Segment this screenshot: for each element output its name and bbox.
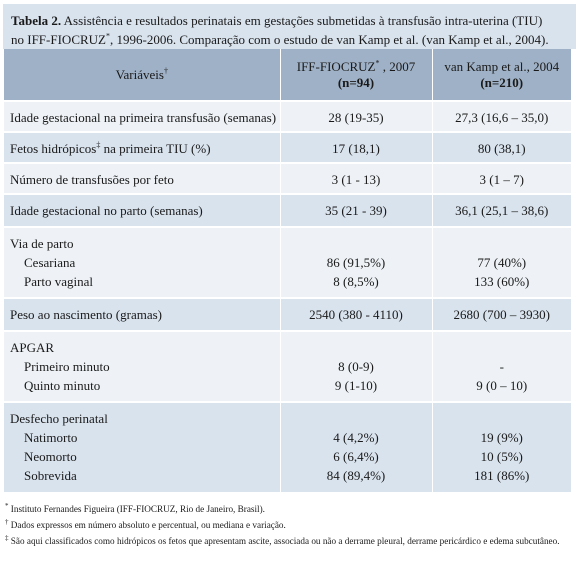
iff-value-cell: 86 (91,5%) 8 (8,5%): [280, 226, 433, 298]
sub-variable-label: Parto vaginal: [24, 274, 93, 289]
header-van-kamp-n: (n=210): [480, 74, 524, 90]
footnote-mark: ‡: [96, 140, 101, 150]
iff-value: 8 (8,5%): [333, 274, 379, 289]
van-kamp-value: 2680 (700 – 3930): [453, 307, 550, 322]
van-kamp-value-cell: 36,1 (25,1 – 38,6): [432, 193, 571, 227]
van-kamp-value-cell: - 9 (0 – 10): [432, 330, 571, 402]
sub-variable-label: Natimorto: [24, 430, 78, 445]
footnote-text: Instituto Fernandes Figueira (IFF-FIOCRU…: [8, 504, 265, 514]
variable-label: Idade gestacional na primeira transfusão…: [10, 110, 277, 125]
caption-footnote-mark: *: [106, 31, 110, 41]
iff-value: 6 (6,4%): [333, 449, 379, 464]
iff-value: 8 (0-9): [338, 359, 374, 374]
iff-value-cell: 3 (1 - 13): [280, 162, 433, 194]
iff-value: 4 (4,2%): [333, 430, 379, 445]
iff-value-cell: 2540 (380 - 4110): [280, 297, 433, 331]
iff-value-cell: 4 (4,2%) 6 (6,4%) 84 (89,4%): [280, 401, 433, 492]
van-kamp-value: 77 (40%): [477, 255, 527, 270]
iff-value: 17 (18,1): [332, 141, 380, 156]
van-kamp-value-cell: 27,3 (16,6 – 35,0): [432, 100, 571, 132]
sub-variable-label: Quinto minuto: [24, 378, 101, 393]
van-kamp-value: 19 (9%): [480, 430, 523, 445]
sub-variable-label: Sobrevida: [24, 468, 77, 483]
footnote-text: Dados expressos em número absoluto e per…: [8, 520, 286, 530]
table-row: Desfecho perinatal Natimorto Neomorto Sobre…: [4, 401, 571, 492]
iff-value: 3 (1 - 13): [331, 172, 381, 187]
caption-label: Tabela 2.: [11, 13, 62, 28]
variable-label: Fetos hidrópicos‡ na primeira TIU (%): [10, 140, 211, 156]
sub-variable-label: Primeiro minuto: [24, 359, 110, 374]
van-kamp-value-cell: 77 (40%) 133 (60%): [432, 226, 571, 298]
caption-text-2a: no IFF-FIOCRUZ: [11, 32, 106, 47]
table-row: Número de transfusões por feto 3 (1 - 13)…: [4, 162, 571, 194]
footnote-mark: *: [5, 501, 9, 510]
footnotes: * Instituto Fernandes Figueira (IFF-FIOC…: [3, 501, 576, 549]
row-label-cell: Desfecho perinatal Natimorto Neomorto Sobre…: [4, 401, 281, 492]
table-body: Idade gestacional na primeira transfusão…: [4, 100, 571, 492]
caption-text-2b: , 1996-2006. Comparação com o estudo de …: [110, 32, 549, 47]
iff-value: 84 (89,4%): [326, 468, 386, 483]
footnote-mark: †: [5, 517, 9, 526]
iff-value-cell: 8 (0-9) 9 (1-10): [280, 330, 433, 402]
van-kamp-value: 27,3 (16,6 – 35,0): [455, 110, 549, 125]
footnote-mark: ‡: [5, 533, 9, 542]
row-label-cell: APGAR Primeiro minuto Quinto minuto: [4, 330, 281, 402]
table-row: Idade gestacional na primeira transfusão…: [4, 100, 571, 132]
header-variables: Variáveis†: [4, 49, 281, 101]
van-kamp-value-cell: 3 (1 – 7): [432, 162, 571, 194]
van-kamp-value-cell: 80 (38,1): [432, 131, 571, 163]
van-kamp-value: -: [499, 359, 504, 374]
table-row: APGAR Primeiro minuto Quinto minuto 8 (0-9…: [4, 330, 571, 402]
footnote: * Instituto Fernandes Figueira (IFF-FIOC…: [5, 501, 576, 517]
row-label-cell: Fetos hidrópicos‡ na primeira TIU (%): [4, 131, 281, 163]
van-kamp-value: 80 (38,1): [477, 141, 526, 156]
header-iff-fiocruz: IFF-FIOCRUZ* , 2007 (n=94): [280, 49, 433, 101]
iff-value: 28 (19-35): [328, 110, 384, 125]
sub-variable-label: Neomorto: [24, 449, 77, 464]
van-kamp-value: 3 (1 – 7): [479, 172, 524, 187]
van-kamp-value: 9 (0 – 10): [476, 378, 528, 393]
van-kamp-value-cell: 19 (9%) 10 (5%) 181 (86%): [432, 401, 571, 492]
sub-variable-label: Cesariana: [24, 255, 76, 270]
variable-label: Desfecho perinatal: [10, 411, 108, 426]
table-row: Fetos hidrópicos‡ na primeira TIU (%) 17 …: [4, 131, 571, 163]
row-label-cell: Peso ao nascimento (gramas): [4, 297, 281, 331]
header-van-kamp: van Kamp et al., 2004 (n=210): [432, 49, 571, 101]
iff-value: 35 (21 - 39): [325, 203, 387, 218]
iff-value-cell: 28 (19-35): [280, 100, 433, 132]
row-label-cell: Idade gestacional no parto (semanas): [4, 193, 281, 227]
iff-value-cell: 35 (21 - 39): [280, 193, 433, 227]
footnote: ‡ São aqui classificados como hidrópicos…: [5, 533, 576, 549]
iff-value: 86 (91,5%): [326, 255, 386, 270]
table-row: Peso ao nascimento (gramas) 2540 (380 - 4…: [4, 297, 571, 331]
variable-label: Idade gestacional no parto (semanas): [10, 203, 203, 218]
variable-label: Peso ao nascimento (gramas): [10, 307, 162, 322]
van-kamp-value: 133 (60%): [474, 274, 530, 289]
variable-label: Número de transfusões por feto: [10, 172, 174, 187]
table-header-row: Variáveis† IFF-FIOCRUZ* , 2007 (n=94) va…: [4, 49, 571, 101]
iff-value-cell: 17 (18,1): [280, 131, 433, 163]
footnote: † Dados expressos em número absoluto e p…: [5, 517, 576, 533]
table-caption: Tabela 2. Assistência e resultados perin…: [3, 4, 576, 49]
table-row: Idade gestacional no parto (semanas) 35 (…: [4, 193, 571, 227]
table-row: Via de parto Cesariana Parto vaginal 86 (9…: [4, 226, 571, 298]
row-label-cell: Via de parto Cesariana Parto vaginal: [4, 226, 281, 298]
row-label-cell: Número de transfusões por feto: [4, 162, 281, 194]
header-iff-n: (n=94): [337, 74, 375, 90]
results-table: Variáveis† IFF-FIOCRUZ* , 2007 (n=94) va…: [4, 49, 571, 492]
caption-text-1: Assistência e resultados perinatais em g…: [61, 13, 543, 28]
variable-label: APGAR: [10, 340, 55, 355]
van-kamp-value: 181 (86%): [474, 468, 530, 483]
footnote-text: São aqui classificados como hidrópicos o…: [8, 536, 560, 546]
iff-value: 9 (1-10): [334, 378, 378, 393]
van-kamp-value: 10 (5%): [480, 449, 523, 464]
van-kamp-value: 36,1 (25,1 – 38,6): [455, 203, 549, 218]
row-label-cell: Idade gestacional na primeira transfusão…: [4, 100, 281, 132]
iff-value: 2540 (380 - 4110): [309, 307, 403, 322]
variable-label: Via de parto: [10, 236, 74, 251]
van-kamp-value-cell: 2680 (700 – 3930): [432, 297, 571, 331]
